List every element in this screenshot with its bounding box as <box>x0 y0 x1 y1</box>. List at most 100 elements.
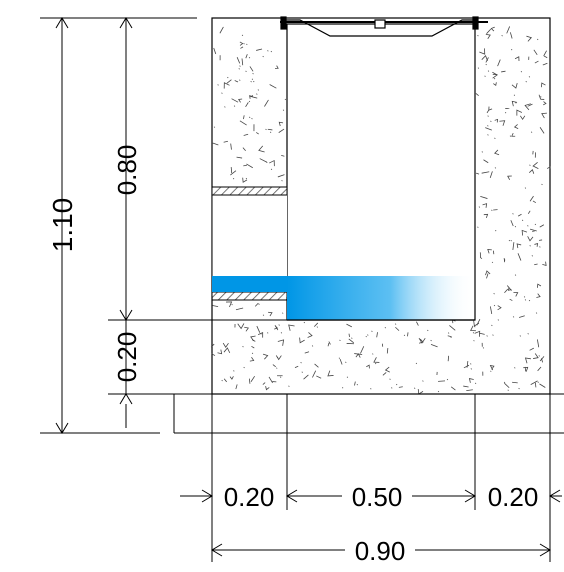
concrete-speckle <box>521 229 528 236</box>
concrete-speckle <box>234 80 239 83</box>
concrete-speckle <box>394 323 397 325</box>
concrete-speckle <box>430 339 432 342</box>
concrete-speckle <box>494 137 496 139</box>
concrete-speckle <box>508 239 511 242</box>
concrete-speckle <box>534 243 539 247</box>
concrete-speckle <box>276 367 278 369</box>
concrete-speckle <box>345 361 347 363</box>
concrete-speckle <box>386 348 389 354</box>
concrete-speckle <box>478 206 481 208</box>
concrete-speckle <box>511 83 518 89</box>
concrete-speckle <box>475 93 479 97</box>
concrete-speckle <box>279 376 282 378</box>
concrete-speckle <box>525 81 527 83</box>
concrete-speckle <box>384 366 390 373</box>
concrete-speckle <box>546 166 551 171</box>
concrete-speckle <box>236 57 241 64</box>
concrete-speckle <box>269 84 277 89</box>
concrete-speckle <box>232 177 235 180</box>
concrete-speckle <box>430 344 438 348</box>
concrete-speckle <box>339 358 343 365</box>
concrete-speckle <box>495 229 497 232</box>
concrete-speckle <box>269 159 275 167</box>
concrete-speckle <box>524 299 527 301</box>
concrete-speckle <box>472 332 475 334</box>
chamber-cavity <box>286 23 476 321</box>
concrete-speckle <box>248 100 251 103</box>
concrete-speckle <box>346 323 352 328</box>
concrete-speckle <box>257 89 260 91</box>
concrete-speckle <box>243 164 247 167</box>
concrete-speckle <box>346 376 349 378</box>
concrete-speckle <box>249 116 251 119</box>
concrete-speckle <box>477 226 479 228</box>
concrete-speckle <box>518 387 520 390</box>
concrete-speckle <box>281 155 285 157</box>
concrete-speckle <box>492 334 494 336</box>
concrete-speckle <box>211 142 219 146</box>
concrete-speckle <box>239 65 241 67</box>
concrete-speckle <box>314 363 319 368</box>
concrete-speckle <box>235 307 244 311</box>
concrete-speckle <box>526 35 532 42</box>
dim-inner-width: 0.50 <box>352 482 403 512</box>
concrete-speckle <box>487 125 489 127</box>
concrete-speckle <box>371 330 373 332</box>
concrete-speckle <box>259 158 267 163</box>
concrete-speckle <box>260 333 262 335</box>
concrete-speckle <box>474 382 477 385</box>
concrete-speckle <box>463 364 470 369</box>
concrete-speckle <box>470 325 476 332</box>
dim-left-wall: 0.20 <box>224 482 275 512</box>
concrete-speckle <box>266 161 268 163</box>
concrete-speckle <box>427 329 429 332</box>
concrete-speckle <box>530 380 538 385</box>
concrete-speckle <box>277 339 285 346</box>
concrete-speckle <box>316 375 322 379</box>
concrete-speckle <box>244 326 249 332</box>
concrete-speckle <box>254 302 259 307</box>
concrete-speckle <box>415 362 418 365</box>
concrete-speckle <box>481 151 483 153</box>
concrete-speckle <box>493 77 496 80</box>
concrete-speckle <box>530 131 533 133</box>
dim-base-thickness: 0.20 <box>112 332 142 383</box>
concrete-speckle <box>532 162 539 169</box>
concrete-speckle <box>360 346 365 354</box>
concrete-speckle <box>512 316 515 318</box>
concrete-speckle <box>278 121 284 127</box>
concrete-speckle <box>249 357 255 362</box>
concrete-speckle <box>348 338 354 344</box>
concrete-speckle <box>257 331 264 338</box>
concrete-speckle <box>372 353 374 355</box>
concrete-speckle <box>239 79 241 81</box>
concrete-speckle <box>477 67 480 69</box>
concrete-speckle <box>539 356 545 362</box>
concrete-speckle <box>524 103 531 111</box>
concrete-speckle <box>542 261 547 267</box>
concrete-speckle <box>519 335 521 337</box>
concrete-speckle <box>262 314 265 316</box>
concrete-speckle <box>537 366 542 372</box>
concrete-speckle <box>524 357 531 364</box>
concrete-speckle <box>474 330 481 337</box>
concrete-speckle <box>511 48 513 51</box>
concrete-speckle <box>514 56 520 62</box>
concrete-speckle <box>213 47 217 55</box>
concrete-speckle <box>245 102 249 108</box>
concrete-speckle <box>527 236 534 242</box>
concrete-speckle <box>256 132 259 135</box>
concrete-speckle <box>488 106 493 111</box>
concrete-speckle <box>479 332 485 335</box>
concrete-speckle <box>395 326 400 331</box>
concrete-speckle <box>341 387 344 389</box>
concrete-speckle <box>243 115 245 120</box>
concrete-speckle <box>535 312 538 314</box>
concrete-speckle <box>537 381 539 383</box>
concrete-speckle <box>328 341 331 345</box>
concrete-speckle <box>504 288 509 294</box>
concrete-speckle <box>501 70 506 73</box>
concrete-speckle <box>489 171 493 178</box>
concrete-speckle <box>511 132 516 137</box>
concrete-speckle <box>288 385 290 387</box>
